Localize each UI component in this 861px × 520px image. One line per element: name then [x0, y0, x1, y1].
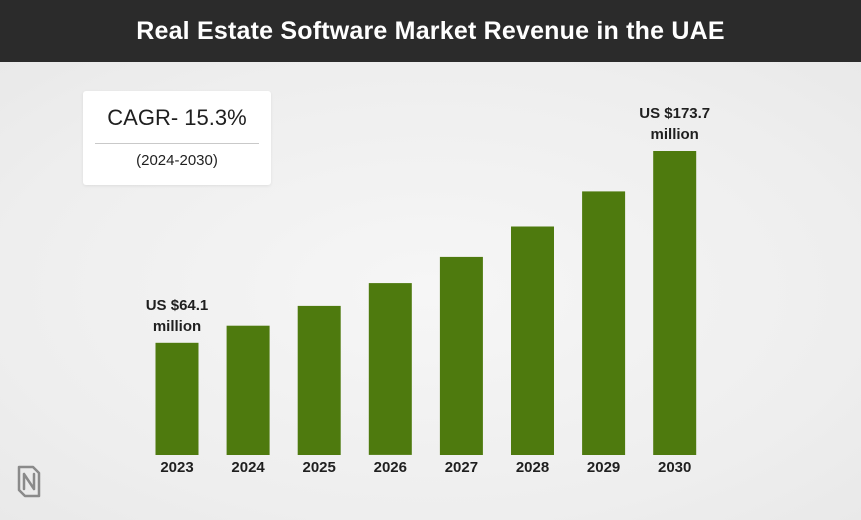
x-tick-2023: 2023 — [160, 459, 193, 476]
x-tick-2025: 2025 — [303, 459, 336, 476]
chart-title: Real Estate Software Market Revenue in t… — [136, 16, 725, 45]
bars-group — [155, 151, 697, 455]
bar-2027 — [439, 256, 483, 455]
data-labels: US $64.1 million US $173.7 million — [146, 105, 710, 335]
x-tick-2028: 2028 — [516, 459, 549, 476]
data-label-2030-line2: million — [651, 126, 699, 143]
data-label-2023-line2: million — [153, 318, 201, 335]
cagr-period: (2024-2030) — [136, 152, 218, 169]
data-label-2023-line1: US $64.1 — [146, 297, 209, 314]
x-tick-2026: 2026 — [374, 459, 407, 476]
cagr-divider — [95, 143, 259, 144]
bar-2025 — [297, 305, 341, 455]
bar-2026 — [368, 283, 412, 455]
cagr-value: CAGR- 15.3% — [107, 105, 247, 130]
bar-2029 — [582, 191, 626, 455]
brand-logo-icon — [17, 465, 41, 498]
x-tick-2027: 2027 — [445, 459, 478, 476]
x-tick-labels: 2023 2024 2025 2026 2027 2028 2029 2030 — [160, 459, 691, 476]
bar-2023 — [155, 342, 199, 455]
title-bar: Real Estate Software Market Revenue in t… — [0, 0, 861, 62]
x-tick-2029: 2029 — [587, 459, 620, 476]
data-label-2030-line1: US $173.7 — [639, 105, 710, 122]
bar-2024 — [226, 325, 270, 455]
bar-2030 — [653, 151, 697, 455]
cagr-box: CAGR- 15.3% (2024-2030) — [83, 91, 271, 185]
x-tick-2030: 2030 — [658, 459, 691, 476]
bar-2028 — [511, 226, 554, 455]
x-tick-2024: 2024 — [231, 459, 265, 476]
